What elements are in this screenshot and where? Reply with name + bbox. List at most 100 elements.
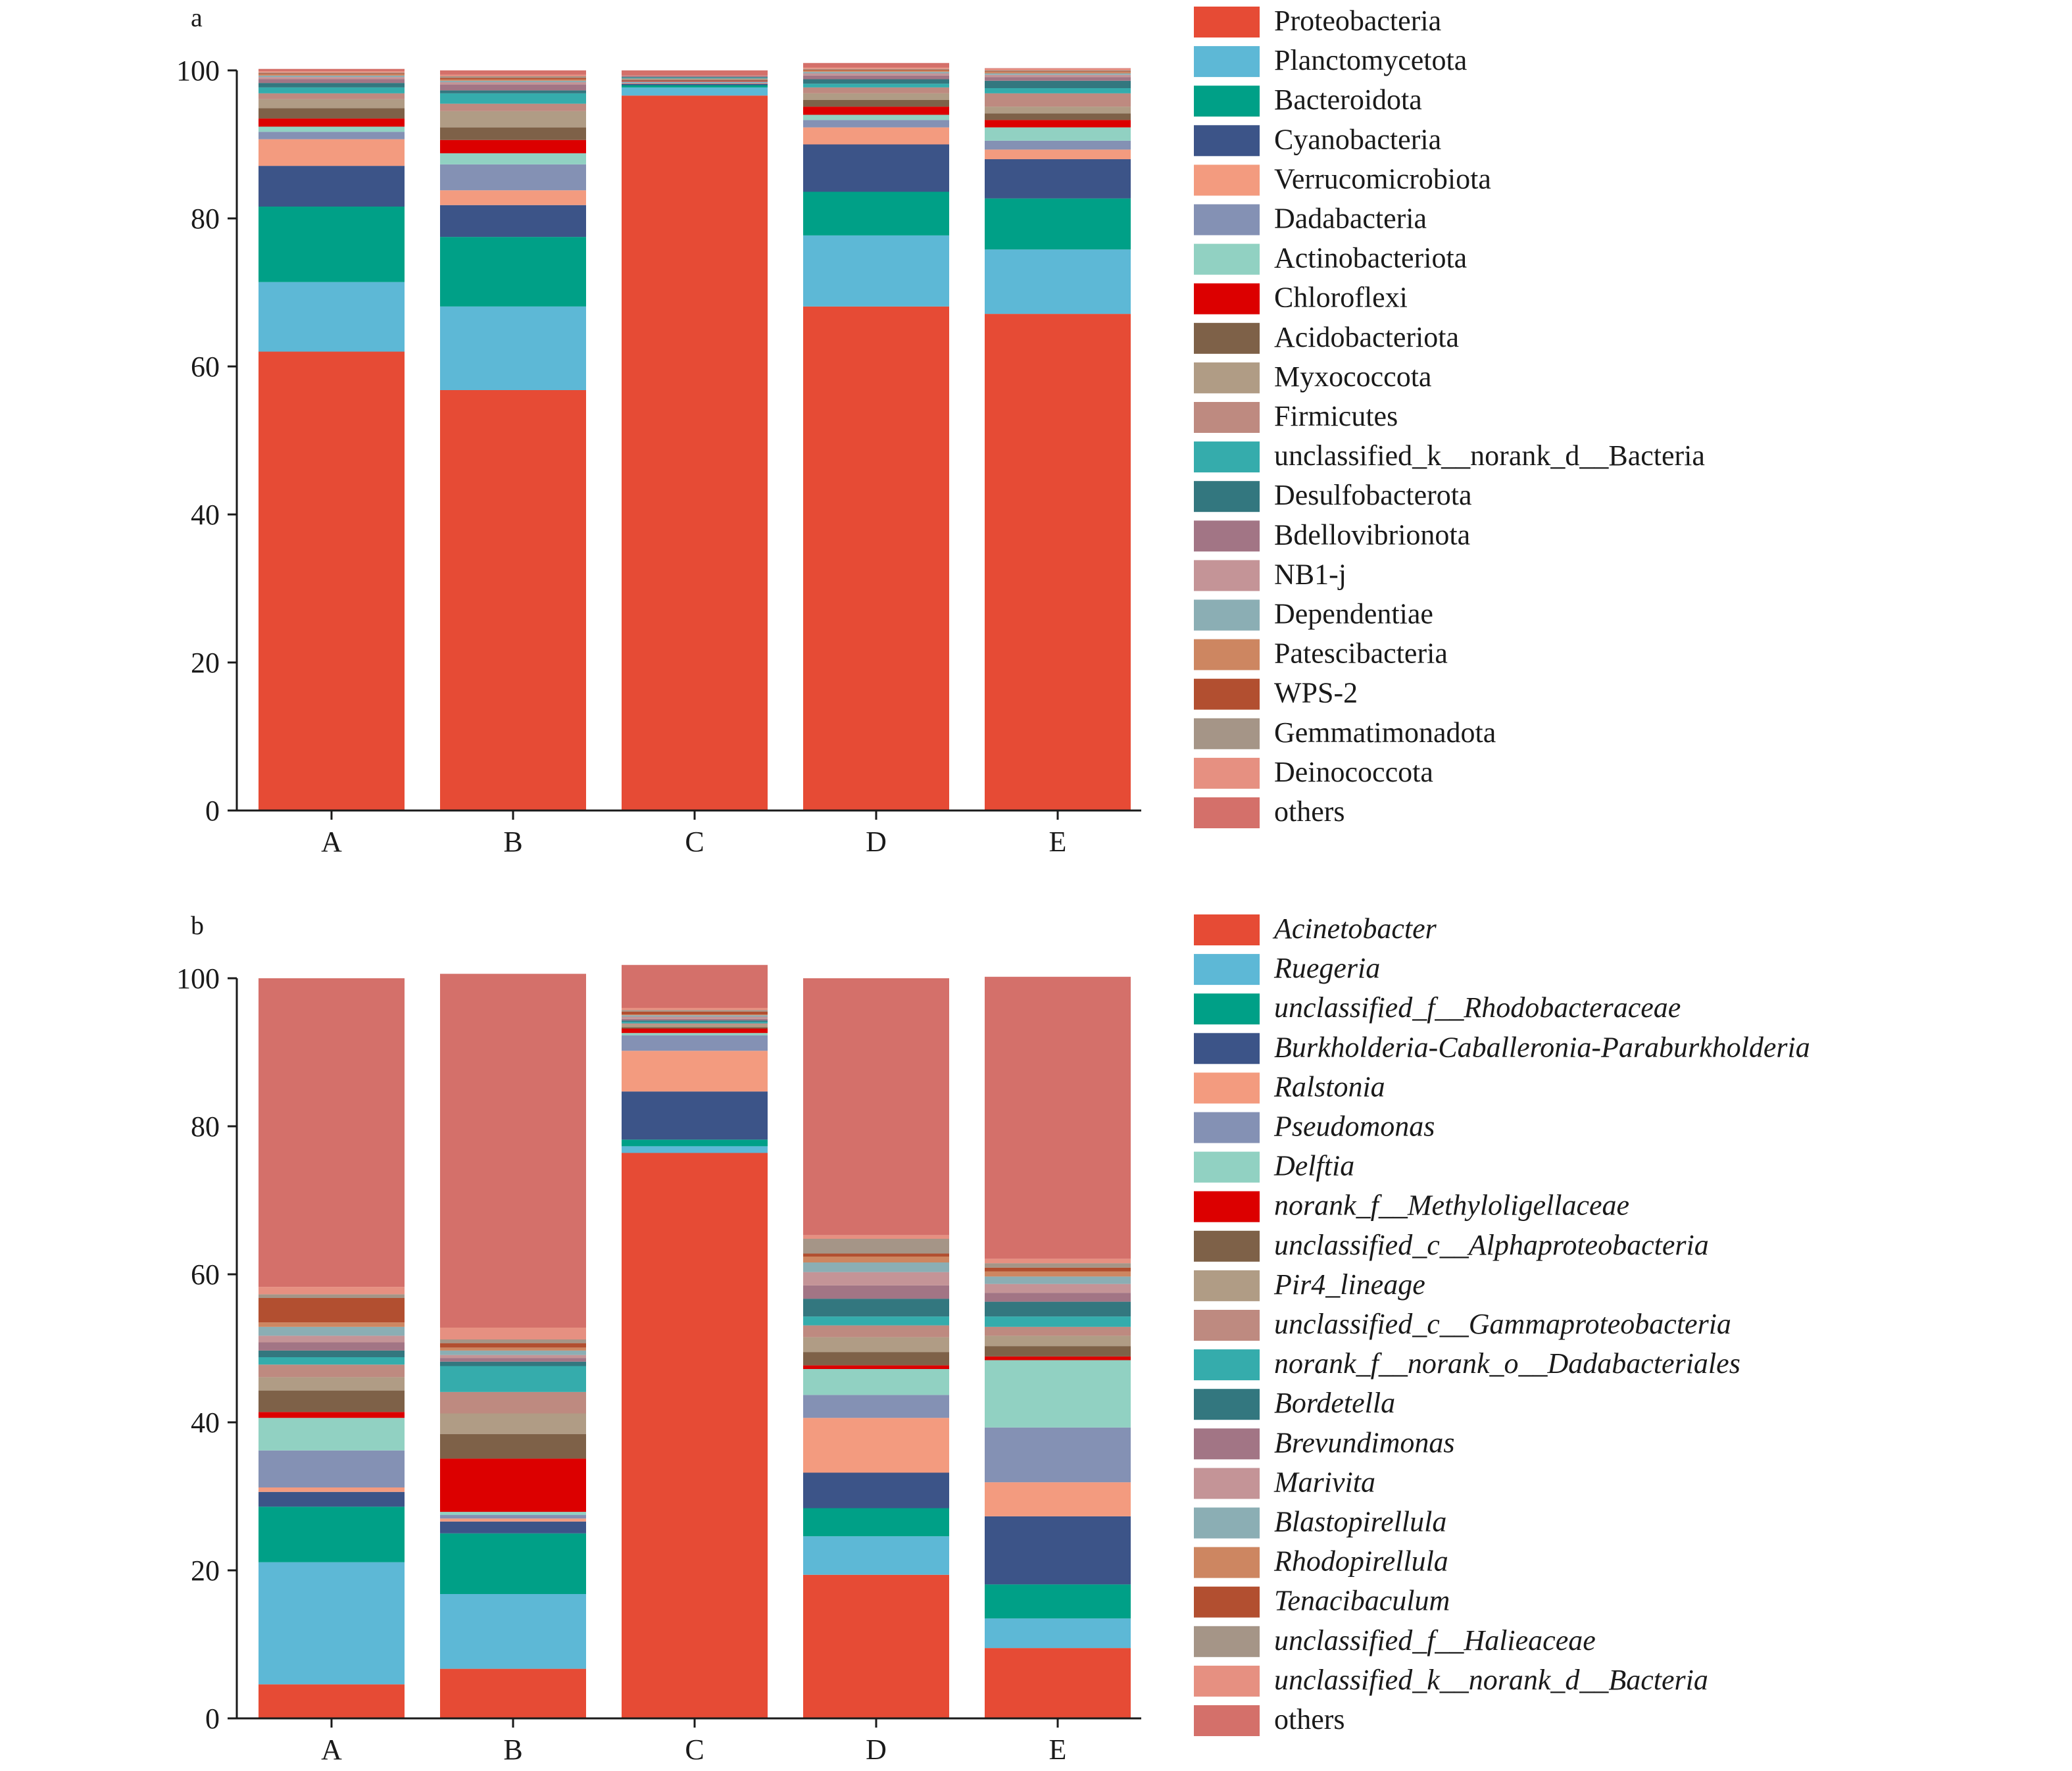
legend-swatch [1194,441,1260,473]
bar-segment-B-9 [440,127,586,140]
bar-segment-D-1 [803,306,949,811]
bar-segment-D-3 [803,1508,949,1537]
bar-segment-C-21 [622,70,768,76]
bar-segment-D-2 [803,1536,949,1575]
legend-swatch [1194,46,1260,78]
legend-label: Pseudomonas [1273,1110,1435,1143]
legend-label: others [1274,795,1345,828]
bar-segment-E-12 [985,1316,1131,1327]
bar-segment-B-11 [440,103,586,111]
legend-swatch [1194,7,1260,37]
legend-label: Cyanobacteria [1274,123,1441,155]
legend-label: Rhodopirellula [1273,1545,1448,1578]
bar-segment-E-13 [985,80,1131,88]
bar-segment-C-17 [622,1014,768,1016]
bar-segment-D-15 [803,1272,949,1285]
bar-segment-D-19 [803,68,949,70]
bar-segment-A-11 [259,1364,405,1378]
legend-swatch [1194,1072,1260,1104]
bar-segment-E-4 [985,159,1131,199]
legend-label: Actinobacteriota [1274,242,1467,274]
y-tick-label: 0 [205,1703,220,1735]
bar-segment-B-3 [440,237,586,307]
bar-segment-A-21 [259,978,405,1287]
bar-segment-E-21 [985,68,1131,69]
legend-swatch [1194,86,1260,117]
legend-swatch [1194,322,1260,354]
bar-segment-A-8 [259,1412,405,1418]
legend-label: Ralstonia [1273,1070,1385,1103]
bar-segment-E-2 [985,249,1131,314]
bar-segment-C-7 [622,1033,768,1035]
bar-segment-A-18 [259,1298,405,1323]
bar-segment-C-12 [622,1022,768,1024]
bar-segment-B-8 [440,139,586,153]
bar-segment-E-20 [985,1259,1131,1264]
legend-swatch [1194,520,1260,552]
panel-a-bars [259,62,1131,811]
bar-segment-D-10 [803,1337,949,1353]
legend-label: Marivita [1273,1466,1375,1498]
bar-segment-E-20 [985,68,1131,70]
x-tick-label: D [866,1734,887,1766]
bar-segment-C-8 [622,1028,768,1034]
x-tick-label: A [321,826,342,858]
legend-label: WPS-2 [1274,677,1358,709]
bar-segment-A-16 [259,75,405,78]
bar-segment-B-16 [440,80,586,82]
bar-segment-B-15 [440,1355,586,1359]
bar-segment-D-15 [803,73,949,76]
bar-segment-E-7 [985,127,1131,141]
panel-a-label: a [191,3,203,32]
bar-segment-A-15 [259,77,405,80]
legend-swatch [1194,954,1260,985]
bar-segment-A-21 [259,68,405,72]
bar-segment-D-21 [803,62,949,68]
bar-segment-B-14 [440,84,586,91]
legend-label: Patescibacteria [1274,637,1448,670]
bar-segment-E-3 [985,198,1131,250]
bar-segment-B-9 [440,1434,586,1459]
bar-segment-B-18 [440,78,586,80]
bar-segment-C-21 [622,964,768,1008]
bar-segment-C-2 [622,87,768,96]
bar-segment-C-10 [622,1024,768,1028]
legend-label: norank_f__Methyloligellaceae [1274,1189,1629,1222]
x-tick-label: D [866,826,887,858]
bar-segment-E-5 [985,149,1131,159]
panel-b-legend: Acinetobacter Ruegeria unclassified_f__Rho… [1194,912,1810,1736]
bar-segment-E-4 [985,1516,1131,1585]
bar-segment-C-1 [622,95,768,811]
bar-segment-B-4 [440,1521,586,1534]
bar-segment-E-1 [985,1648,1131,1718]
legend-swatch [1194,560,1260,591]
legend-label: unclassified_c__Gammaproteobacteria [1274,1308,1731,1340]
bar-segment-E-10 [985,107,1131,114]
bar-segment-D-13 [803,79,949,84]
bar-segment-C-16 [622,1015,768,1017]
legend-swatch [1194,1349,1260,1381]
legend-swatch [1194,1507,1260,1539]
legend-label: Verrucomicrobiota [1274,162,1491,195]
bar-segment-C-14 [622,1018,768,1021]
bar-segment-C-3 [622,1139,768,1147]
bar-segment-E-18 [985,71,1131,72]
legend-label: Planctomycetota [1274,44,1467,76]
legend-label: Acinetobacter [1272,912,1437,945]
panel-a-legend: Proteobacteria Planctomycetota Bacteroidot… [1194,5,1705,828]
legend-swatch [1194,1665,1260,1697]
bar-segment-E-14 [985,1293,1131,1302]
bar-segment-A-17 [259,74,405,76]
legend-label: Bacteroidota [1274,84,1422,116]
bar-segment-E-15 [985,74,1131,78]
bar-segment-A-10 [259,99,405,109]
legend-label: unclassified_f__Rhodobacteraceae [1274,991,1681,1024]
bar-segment-E-18 [985,1267,1131,1272]
bar-segment-C-8 [622,80,768,82]
bar-segment-B-5 [440,1518,586,1522]
bar-segment-A-19 [259,1294,405,1298]
y-tick-label: 0 [205,795,220,827]
bar-segment-A-3 [259,1507,405,1562]
legend-swatch [1194,1230,1260,1262]
